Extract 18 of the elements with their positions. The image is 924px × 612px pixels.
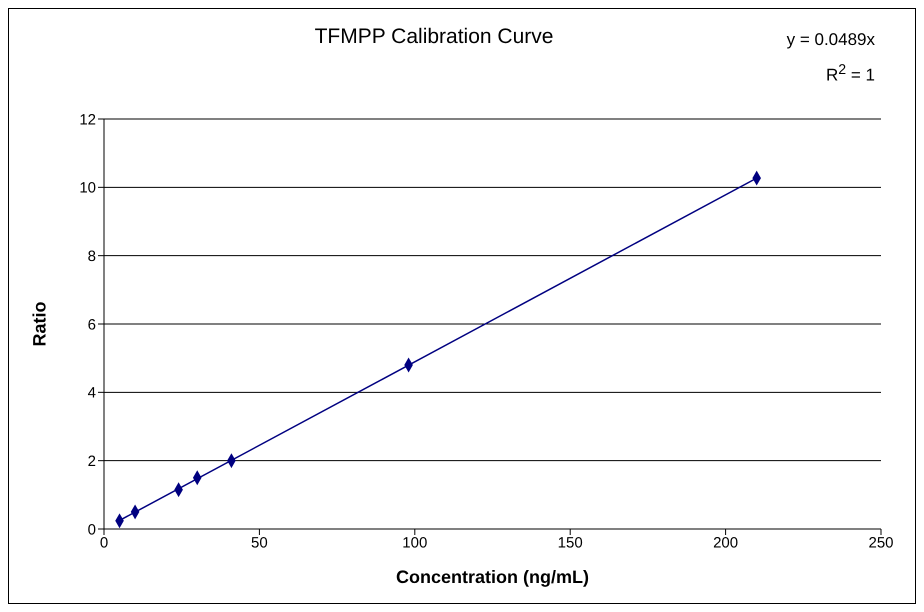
x-tick-label: 150 <box>558 534 583 552</box>
chart-title: TFMPP Calibration Curve <box>314 25 554 48</box>
y-tick-label: 4 <box>88 384 96 402</box>
x-tick-label: 50 <box>251 534 268 552</box>
y-tick-label: 8 <box>88 248 96 265</box>
text: R$^{2}$ = 1 <box>825 61 875 87</box>
x-tick-label: 200 <box>713 534 738 552</box>
y-tick-label: 2 <box>88 452 96 470</box>
y-tick-label: 0 <box>88 521 96 538</box>
text: y = 0.0489x <box>786 29 875 51</box>
y-tick-label: 12 <box>79 111 96 128</box>
y-tick-label: 6 <box>88 316 96 334</box>
x-axis-title: Concentration (ng/mL) <box>396 567 589 587</box>
x-tick-label: 0 <box>100 534 108 552</box>
x-tick-label: 250 <box>868 534 894 552</box>
y-tick-label: 10 <box>79 180 96 197</box>
y-axis-title: Ratio <box>29 301 50 346</box>
x-tick-label: 100 <box>402 534 428 552</box>
